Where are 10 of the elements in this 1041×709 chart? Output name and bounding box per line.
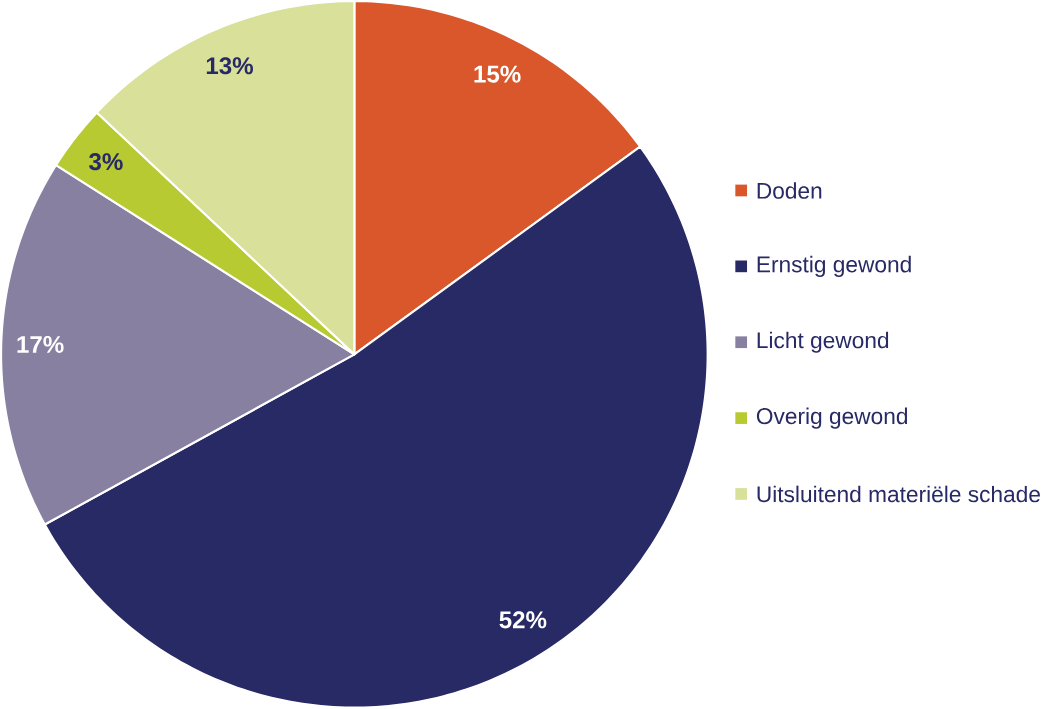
legend-label: Licht gewond <box>757 331 889 353</box>
data-label: 52% <box>499 611 547 629</box>
legend-label: Overig gewond <box>756 407 908 429</box>
data-label: 17% <box>17 336 64 354</box>
data-label: 13% <box>206 57 253 75</box>
data-label: 15% <box>474 65 521 83</box>
data-label: 3% <box>89 153 123 171</box>
legend-label: Doden <box>757 182 822 199</box>
legend-label: Uitsluitend materiële schade <box>757 485 1040 503</box>
legend-label: Ernstig gewond <box>757 255 911 278</box>
